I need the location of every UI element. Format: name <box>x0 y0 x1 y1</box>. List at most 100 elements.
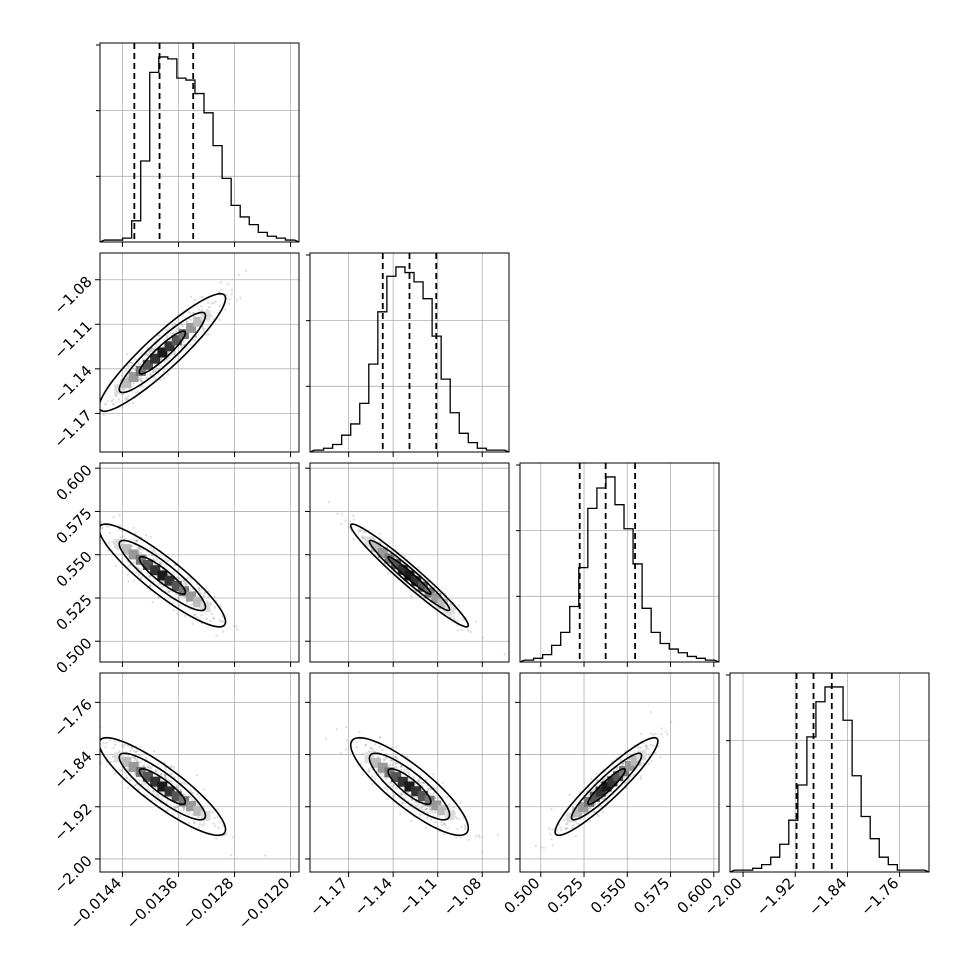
sample-point <box>113 743 117 747</box>
panel-3-1: −1.17 −1.14 −1.11 −1.08 <box>305 672 510 919</box>
sample-point <box>177 568 180 571</box>
sample-point <box>390 746 394 749</box>
sample-point <box>149 767 152 771</box>
sample-point <box>355 745 359 749</box>
sample-point <box>170 765 173 768</box>
sample-point <box>358 530 361 534</box>
sample-point <box>166 334 169 337</box>
sample-point <box>464 826 467 829</box>
sample-point <box>183 582 186 585</box>
panel-background <box>100 463 299 662</box>
sample-point <box>124 369 128 372</box>
density-cell <box>186 801 197 812</box>
sample-point <box>200 296 203 299</box>
sample-point <box>108 739 112 742</box>
sample-point <box>417 566 420 569</box>
sample-point <box>394 761 397 764</box>
scatter-points <box>100 725 267 857</box>
y-tick-label: −1.11 <box>50 317 95 362</box>
sample-point <box>371 782 374 786</box>
sample-point <box>228 298 232 301</box>
sample-point <box>360 535 364 538</box>
sample-point <box>136 390 140 394</box>
sample-point <box>647 762 650 766</box>
sample-point <box>153 377 156 381</box>
x-tick-label: 0.575 <box>630 874 673 917</box>
sample-point <box>134 357 137 361</box>
sample-point <box>199 592 202 595</box>
density-cell <box>572 807 583 818</box>
sample-point <box>121 745 125 749</box>
sample-point <box>178 576 181 580</box>
y-tick-label: −1.14 <box>50 362 95 407</box>
density-cell <box>431 800 442 811</box>
sample-point <box>164 773 167 777</box>
sample-point <box>496 833 500 836</box>
sample-point <box>478 835 481 839</box>
density-cell <box>377 547 388 558</box>
y-tick-label: 0.500 <box>53 634 96 677</box>
sample-point <box>403 802 406 805</box>
sample-point <box>156 367 159 371</box>
sample-point <box>589 819 592 822</box>
sample-point <box>162 370 166 373</box>
sample-point <box>467 838 470 842</box>
sample-point <box>456 624 459 627</box>
sample-point <box>134 571 137 574</box>
sample-point <box>652 733 655 736</box>
sample-point <box>368 751 371 754</box>
sample-point <box>449 616 453 619</box>
sample-point <box>225 832 229 835</box>
sample-point <box>214 824 217 828</box>
sample-point <box>105 524 108 527</box>
sample-point <box>664 730 668 734</box>
sample-point <box>129 564 133 567</box>
sample-point <box>592 810 596 814</box>
y-tick-label: −1.92 <box>50 800 95 845</box>
sample-point <box>124 398 128 401</box>
sample-point <box>132 579 135 582</box>
sample-point <box>165 336 169 339</box>
sample-point <box>335 728 339 731</box>
sample-point <box>176 786 179 789</box>
sample-point <box>627 778 630 781</box>
sample-point <box>380 559 383 562</box>
contour-level-1 <box>570 752 643 821</box>
sample-point <box>169 765 173 769</box>
density-cell <box>578 802 589 813</box>
sample-point <box>190 798 194 801</box>
sample-point <box>417 781 421 784</box>
sample-point <box>639 746 643 749</box>
sample-point <box>595 772 599 776</box>
sample-point <box>403 555 406 558</box>
sample-point <box>440 823 443 827</box>
sample-point <box>169 772 172 776</box>
contour-level-0 <box>586 768 627 806</box>
sample-point <box>481 636 484 639</box>
sample-point <box>659 756 662 759</box>
sample-point <box>162 580 165 583</box>
sample-point <box>173 564 177 567</box>
density-cell <box>157 347 168 358</box>
sample-point <box>114 740 117 743</box>
sample-point <box>211 811 215 814</box>
sample-point <box>132 382 135 385</box>
density-cell <box>164 341 175 352</box>
sample-point <box>595 779 598 783</box>
density-cell <box>589 791 600 802</box>
sample-point <box>193 821 196 825</box>
sample-point <box>394 755 398 758</box>
sample-point <box>385 757 388 760</box>
sample-point <box>386 797 389 801</box>
sample-point <box>173 351 177 354</box>
sample-point <box>121 406 124 409</box>
sample-point <box>324 737 328 740</box>
sample-point <box>146 787 150 791</box>
sample-point <box>374 777 377 781</box>
sample-point <box>163 339 166 342</box>
sample-point <box>383 758 386 762</box>
sample-point <box>109 760 113 764</box>
sample-point <box>400 802 404 805</box>
y-tick-label: 0.600 <box>53 461 96 504</box>
sample-point <box>425 808 428 811</box>
